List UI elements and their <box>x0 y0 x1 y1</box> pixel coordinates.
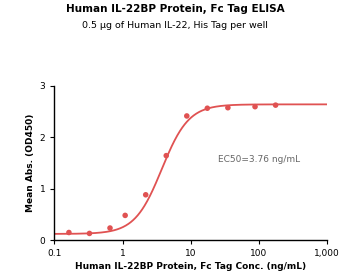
Point <box>273 103 278 107</box>
X-axis label: Human IL-22BP Protein, Fc Tag Conc. (ng/mL): Human IL-22BP Protein, Fc Tag Conc. (ng/… <box>75 262 306 271</box>
Text: EC50=3.76 ng/mL: EC50=3.76 ng/mL <box>218 155 300 164</box>
Point <box>87 231 92 236</box>
Y-axis label: Mean Abs. (OD450): Mean Abs. (OD450) <box>26 114 35 212</box>
Point <box>225 105 231 110</box>
Point <box>184 114 190 118</box>
Point <box>122 213 128 217</box>
Point <box>163 153 169 158</box>
Point <box>252 105 258 109</box>
Text: Human IL-22BP Protein, Fc Tag ELISA: Human IL-22BP Protein, Fc Tag ELISA <box>66 4 284 14</box>
Text: 0.5 μg of Human IL-22, His Tag per well: 0.5 μg of Human IL-22, His Tag per well <box>82 21 268 30</box>
Point <box>107 226 113 230</box>
Point <box>66 230 72 235</box>
Point <box>204 106 210 110</box>
Point <box>143 193 148 197</box>
